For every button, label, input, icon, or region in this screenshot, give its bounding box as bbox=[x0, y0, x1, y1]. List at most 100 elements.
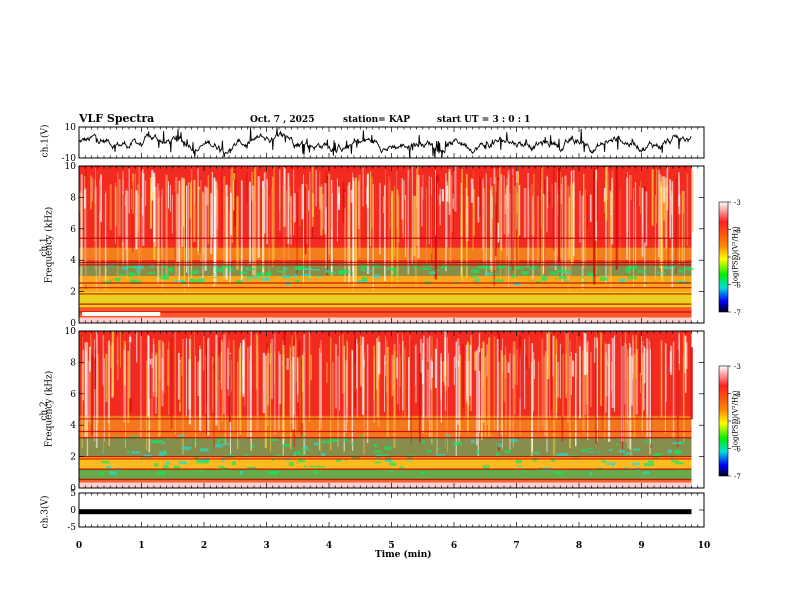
spectrogram-streak bbox=[504, 195, 507, 215]
ch2-frequency-axis-label: Frequency (kHz) bbox=[44, 370, 55, 448]
spectrogram-streak bbox=[396, 170, 398, 229]
spectrogram-streak bbox=[503, 354, 506, 402]
spectrogram-streak bbox=[247, 347, 249, 437]
spectrogram-streak bbox=[190, 180, 192, 284]
spectrogram-patch bbox=[627, 276, 637, 280]
spectrogram-streak bbox=[654, 195, 656, 280]
spectrogram-streak bbox=[399, 355, 401, 387]
spectrogram-streak bbox=[555, 338, 558, 414]
spectrogram-streak bbox=[505, 346, 507, 378]
ch1-waveform-panel bbox=[78, 127, 692, 158]
spectrogram-streak bbox=[423, 335, 425, 421]
spectrogram-streak bbox=[186, 185, 188, 273]
spectrogram-streak bbox=[268, 197, 270, 283]
date-label: Oct. 7 , 2025 bbox=[250, 115, 315, 125]
spectrogram-patch bbox=[489, 273, 500, 275]
spectrogram-streak bbox=[158, 197, 160, 281]
spectrogram-streak bbox=[441, 189, 444, 202]
spectrogram-streak bbox=[447, 353, 450, 388]
x-tick-label: 3 bbox=[263, 541, 269, 551]
colorbar2-tick-label: -5 bbox=[734, 418, 741, 426]
spectrogram-streak bbox=[607, 360, 609, 367]
spectrogram-streak bbox=[212, 357, 214, 365]
spectrogram-streak bbox=[629, 174, 631, 274]
spectrogram-streak bbox=[320, 340, 322, 430]
spectrogram-patch bbox=[471, 275, 477, 278]
spectrogram-streak bbox=[446, 185, 449, 202]
spectrogram-streak bbox=[282, 185, 284, 227]
spectrogram-streak bbox=[264, 355, 267, 449]
spectrogram-streak bbox=[319, 352, 322, 421]
spectrogram-streak bbox=[153, 172, 156, 243]
spectrogram-streak bbox=[203, 332, 205, 371]
spectrogram-streak bbox=[90, 333, 92, 425]
spectrogram-patch bbox=[129, 275, 133, 278]
spectrogram-streak bbox=[352, 180, 355, 285]
station-label: station= KAP bbox=[343, 115, 411, 125]
spectrogram-patch bbox=[295, 279, 301, 283]
spectrogram-streak bbox=[600, 332, 603, 406]
spectrogram-streak bbox=[516, 182, 519, 267]
spectrogram-streak bbox=[310, 354, 312, 380]
spectrogram-streak bbox=[415, 346, 416, 385]
spectrogram-streak bbox=[271, 188, 273, 246]
spectrogram-streak bbox=[90, 175, 92, 210]
spectrogram-streak bbox=[262, 188, 265, 283]
spectrogram-streak bbox=[643, 341, 645, 404]
spectrogram-streak bbox=[665, 186, 668, 249]
spectrogram-patch bbox=[665, 279, 669, 281]
spectrogram-streak bbox=[330, 179, 333, 276]
spectrogram-patch bbox=[472, 280, 480, 282]
spectrogram-patch bbox=[317, 465, 321, 468]
spectrogram-streak bbox=[512, 354, 514, 389]
spectrogram-streak bbox=[236, 196, 239, 270]
spectrogram-streak bbox=[331, 362, 334, 420]
ch2-spectrogram-panel bbox=[79, 331, 704, 488]
spectrogram-streak bbox=[506, 178, 508, 257]
spectrogram-streak bbox=[402, 332, 403, 420]
spectrogram-streak bbox=[411, 166, 413, 265]
spectrogram-streak bbox=[581, 195, 584, 290]
spectrogram-streak bbox=[221, 169, 223, 248]
spectrogram-streak bbox=[457, 360, 460, 367]
spectrogram-streak bbox=[546, 175, 548, 233]
spectrogram-patch bbox=[173, 465, 181, 469]
spectrogram-streak bbox=[533, 352, 535, 412]
ch3-y-tick-label: -5 bbox=[67, 523, 76, 533]
spectrogram-streak bbox=[343, 345, 345, 452]
spectrogram-streak bbox=[587, 195, 589, 229]
spectrogram-streak bbox=[410, 340, 412, 446]
spectrogram-patch bbox=[239, 271, 248, 275]
spectrogram-patch bbox=[435, 453, 445, 456]
spectrogram-streak bbox=[282, 345, 285, 441]
spectrogram-streak bbox=[548, 191, 551, 204]
spectrogram-streak bbox=[152, 338, 155, 393]
spectrogram-streak bbox=[354, 177, 357, 286]
spectrogram-streak bbox=[472, 170, 474, 251]
spectrogram-streak bbox=[470, 178, 474, 203]
spectrogram-streak bbox=[163, 342, 165, 394]
spectrogram-patch bbox=[304, 465, 307, 468]
spectrogram-streak bbox=[660, 185, 663, 277]
spectrogram-streak bbox=[292, 357, 295, 430]
spectrogram-streak bbox=[83, 189, 86, 209]
spectrogram-patch bbox=[511, 275, 517, 278]
spectrogram-streak bbox=[540, 188, 542, 228]
spectrogram-streak bbox=[128, 168, 130, 214]
spectrogram-streak bbox=[102, 350, 105, 369]
spectrogram-streak bbox=[207, 175, 210, 245]
spectrogram-patch bbox=[119, 273, 126, 276]
spectrogram-patch bbox=[551, 459, 556, 462]
spectrogram-patch bbox=[435, 269, 440, 271]
spectrogram-patch bbox=[221, 265, 231, 269]
spectrogram-streak bbox=[376, 341, 379, 418]
spectrogram-patch bbox=[541, 276, 548, 280]
spectrogram-streak bbox=[436, 174, 439, 200]
ch3-y-tick-label: 0 bbox=[70, 506, 76, 516]
spectrogram-streak bbox=[94, 179, 96, 242]
spectrogram-patch bbox=[105, 465, 112, 469]
spectrogram-streak bbox=[270, 343, 272, 452]
spectrogram-patch bbox=[360, 267, 365, 270]
spectrogram-patch bbox=[518, 465, 523, 468]
